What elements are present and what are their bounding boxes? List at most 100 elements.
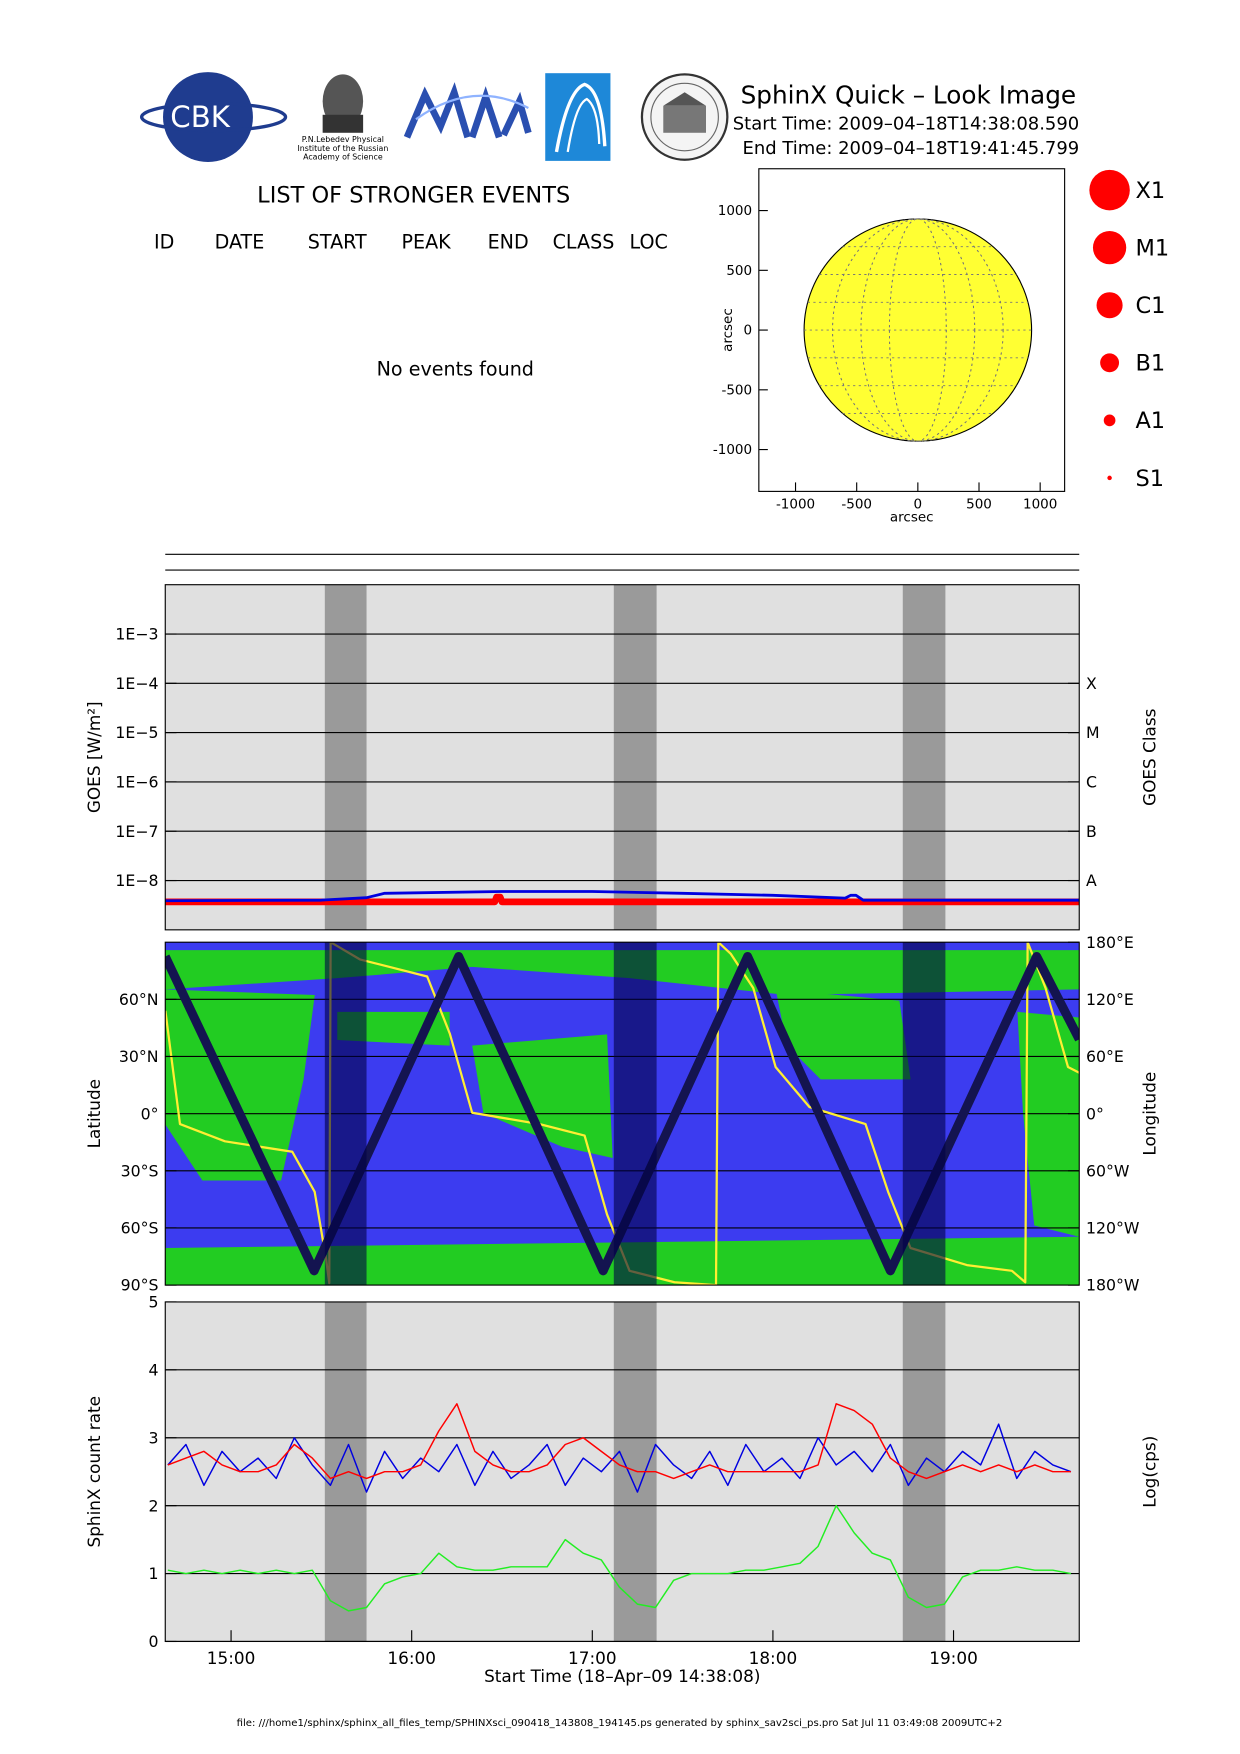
- series-line: [167, 1423, 1072, 1493]
- events-message: No events found: [377, 358, 534, 381]
- panel: -1000 -500 0 500 1000 -1000 -500 0 500 1000 arcsec…: [713, 168, 1169, 526]
- x-tick-label: -1000: [776, 496, 815, 512]
- events-title: LIST OF STRONGER EVENTS: [257, 182, 570, 208]
- y2-tick-label: 120°W: [1086, 1219, 1140, 1238]
- shaded-interval: [902, 584, 946, 930]
- legend-dot: [1096, 292, 1123, 319]
- meridian: [860, 218, 976, 442]
- y-tick-label: -1000: [713, 442, 752, 458]
- logo-text: Academy of Science: [303, 153, 383, 162]
- y2-tick-label: 120°E: [1086, 990, 1134, 1009]
- shaded-interval: [324, 942, 367, 1286]
- legend-label: C1: [1135, 293, 1165, 319]
- plot-area: [165, 1301, 1080, 1642]
- y2-tick-label: 60°W: [1086, 1161, 1130, 1180]
- y-tick-label: 5: [148, 1293, 158, 1312]
- y-tick-label: 1E−4: [115, 674, 158, 693]
- logo-iki: [545, 73, 611, 161]
- legend-entry: B1: [1100, 351, 1165, 377]
- series-line: [165, 890, 1080, 903]
- series-line: [167, 1403, 1071, 1480]
- y-axis-label: Latitude: [84, 1079, 104, 1148]
- y-tick-label: 3: [148, 1428, 158, 1447]
- y2-axis-label: GOES Class: [1140, 709, 1160, 806]
- y-tick-label: 500: [726, 263, 752, 279]
- events-header: ID DATE START PEAK END CLASS LOC: [154, 231, 668, 254]
- column-header: LOC: [629, 231, 667, 254]
- shaded-interval: [324, 1301, 367, 1642]
- y-tick-label: -500: [721, 382, 752, 398]
- y-tick-label: 1E−6: [115, 773, 158, 792]
- legend-dot: [1100, 353, 1120, 373]
- legend-entry: C1: [1096, 292, 1165, 319]
- shaded-interval: [613, 584, 657, 930]
- column-header: END: [488, 231, 529, 254]
- plot-frame: [164, 1301, 1080, 1643]
- legend-label: A1: [1135, 408, 1165, 434]
- y-tick-label: 60°S: [121, 1219, 159, 1238]
- y-tick-label: 60°N: [119, 990, 159, 1009]
- x-axis-label: arcsec: [890, 510, 934, 526]
- logo-university: [640, 73, 729, 161]
- plot-area: [165, 584, 1080, 930]
- y-axis-label: GOES [W/m²]: [84, 701, 104, 813]
- logo-cbk: CBK: [139, 72, 288, 163]
- legend-label: B1: [1135, 351, 1165, 377]
- x-tick-label: 17:00: [568, 1648, 617, 1668]
- x-tick-label: 500: [966, 496, 992, 512]
- y-tick-label: 1E−3: [115, 625, 158, 644]
- x-axis-label: Start Time (18–Apr–09 14:38:08): [484, 1666, 760, 1686]
- x-tick-label: 16:00: [387, 1648, 436, 1668]
- legend-label: X1: [1135, 178, 1165, 204]
- shaded-interval: [902, 942, 946, 1286]
- y2-axis-label: Longitude: [1140, 1072, 1160, 1156]
- x-tick-label: 15:00: [207, 1648, 256, 1668]
- panel: 0 1 2 3 4 5 15:00 16:00 17:00 18:00 19:00 SphinX co…: [84, 1293, 1160, 1686]
- x-tick-label: 19:00: [929, 1648, 978, 1668]
- legend-entry: M1: [1092, 231, 1169, 265]
- column-header: DATE: [215, 231, 265, 254]
- series-line: [167, 1504, 1072, 1612]
- legend-dot: [1092, 231, 1127, 265]
- y-tick-label: 30°S: [121, 1161, 159, 1180]
- shaded-interval: [324, 584, 367, 930]
- meridian: [832, 218, 1004, 442]
- x-tick-label: -500: [841, 496, 872, 512]
- y-tick-label: 0: [148, 1632, 158, 1651]
- y-tick-label: 90°S: [121, 1276, 159, 1295]
- y-tick-label: 1: [148, 1564, 158, 1583]
- plot-frame: [164, 584, 1080, 931]
- y2-tick-label: 180°E: [1086, 933, 1134, 952]
- column-header: START: [308, 231, 367, 254]
- column-header: ID: [154, 231, 174, 254]
- legend-entry: X1: [1089, 169, 1165, 211]
- series-line: [165, 893, 1080, 906]
- y2-tick-label: 180°W: [1086, 1276, 1140, 1295]
- y-tick-label: 1000: [718, 203, 752, 219]
- plot-area: [165, 942, 1080, 1286]
- sheet-title: SphinX Quick – Look Image: [741, 81, 1077, 110]
- y-tick-label: 1E−8: [115, 871, 158, 890]
- logo-text: Institute of the Russian: [297, 144, 388, 153]
- y2-tick-label: X: [1086, 674, 1097, 693]
- legend-dot: [1089, 169, 1130, 211]
- map-region: [1017, 1011, 1080, 1237]
- y-tick-label: 0°: [141, 1104, 159, 1123]
- x-tick-label: 0: [914, 496, 923, 512]
- y-axis-label: arcsec: [720, 308, 736, 352]
- y2-tick-label: B: [1086, 822, 1097, 841]
- logo-lebedev: P.N.Lebedev Physical Institute of the Ru…: [297, 74, 388, 162]
- logo-text: P.N.Lebedev Physical: [302, 135, 384, 144]
- y-tick-label: 0: [744, 323, 753, 339]
- column-header: PEAK: [401, 231, 451, 254]
- shaded-interval: [613, 942, 657, 1286]
- y2-tick-label: 60°E: [1086, 1047, 1124, 1066]
- logo-text: CBK: [170, 100, 230, 134]
- y-axis-label: SphinX count rate: [84, 1396, 104, 1548]
- y2-tick-label: 0°: [1086, 1104, 1104, 1123]
- legend-dot: [1107, 475, 1112, 481]
- start-time: Start Time: 2009–04–18T14:38:08.590: [733, 113, 1079, 134]
- y-tick-label: 1E−5: [115, 723, 158, 742]
